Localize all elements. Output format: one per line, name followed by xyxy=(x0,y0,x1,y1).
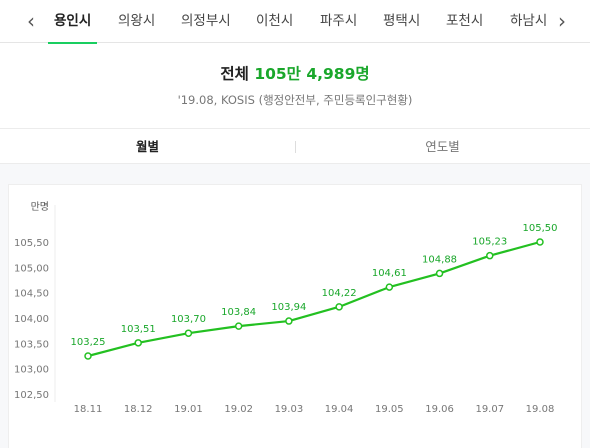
y-tick-label: 105,50 xyxy=(14,238,49,249)
data-source: '19.08, KOSIS (행정안전부, 주민등록인구현황) xyxy=(177,93,413,107)
y-tick-label: 103,00 xyxy=(14,365,49,376)
data-point[interactable] xyxy=(486,251,494,260)
data-point[interactable] xyxy=(536,238,544,246)
data-label: 103,84 xyxy=(221,307,256,318)
data-label: 105,23 xyxy=(472,237,507,248)
y-tick-label: 102,50 xyxy=(14,390,49,401)
x-tick-label: 19.08 xyxy=(526,404,555,415)
data-point[interactable] xyxy=(335,303,343,311)
x-tick-label: 19.06 xyxy=(425,404,454,415)
y-tick-label: 104,50 xyxy=(14,289,49,300)
chevron-right-icon[interactable]: › xyxy=(558,9,566,33)
toggle-yearly[interactable]: 연도별 xyxy=(425,139,460,154)
data-label: 104,88 xyxy=(422,254,457,265)
tab-3[interactable]: 의정부시 xyxy=(181,13,231,29)
x-tick-label: 19.04 xyxy=(325,404,354,415)
x-tick-label: 19.05 xyxy=(375,404,404,415)
tab-7[interactable]: 포천시 xyxy=(446,13,484,29)
x-tick-label: 18.11 xyxy=(74,404,103,415)
series-line xyxy=(87,240,541,358)
tab-8[interactable]: 하남시 xyxy=(510,13,548,29)
data-label: 103,51 xyxy=(121,324,156,335)
data-point[interactable] xyxy=(285,317,293,325)
data-point[interactable] xyxy=(435,269,444,278)
x-tick-label: 19.02 xyxy=(224,404,253,415)
data-point[interactable] xyxy=(84,352,92,360)
chart-card: 만명 102,50 103,00 103,50 104,00 104,50 105,00 10… xyxy=(8,184,582,448)
data-label: 104,22 xyxy=(322,288,357,299)
data-label: 103,94 xyxy=(271,302,306,313)
data-point[interactable] xyxy=(184,329,193,337)
chevron-left-icon[interactable]: ‹ xyxy=(27,9,35,33)
y-tick-label: 104,00 xyxy=(14,314,49,325)
data-label: 105,50 xyxy=(523,223,558,234)
region-tab-bar: ‹ 용인시 의왕시 의정부시 이천시 파주시 평택시 포천시 하남시 › xyxy=(0,0,590,44)
tab-6[interactable]: 평택시 xyxy=(383,13,421,29)
y-unit-label: 만명 xyxy=(31,201,49,213)
data-label: 104,61 xyxy=(372,268,407,279)
toggle-monthly[interactable]: 월별 xyxy=(135,139,159,154)
chart-area: 만명 102,50 103,00 103,50 104,00 104,50 105,00 10… xyxy=(0,164,590,448)
x-tick-label: 19.03 xyxy=(275,404,304,415)
summary-value: 105만 4,989명 xyxy=(254,65,370,83)
data-label: 103,25 xyxy=(71,337,106,348)
y-tick-label: 103,50 xyxy=(14,339,49,350)
population-line-chart: 만명 102,50 103,00 103,50 104,00 104,50 105,00 10… xyxy=(14,201,558,415)
tab-2[interactable]: 의왕시 xyxy=(118,13,156,29)
summary-label: 전체 xyxy=(220,65,249,83)
data-point[interactable] xyxy=(234,322,243,330)
toggle-divider xyxy=(295,141,296,153)
tab-4[interactable]: 이천시 xyxy=(256,13,294,29)
data-point[interactable] xyxy=(385,283,394,291)
data-point[interactable] xyxy=(134,339,142,347)
tab-5[interactable]: 파주시 xyxy=(320,13,358,29)
x-tick-label: 19.01 xyxy=(174,404,203,415)
population-summary: 전체 105만 4,989명 xyxy=(0,62,590,84)
period-toggle: 월별 연도별 xyxy=(0,128,590,164)
x-tick-label: 18.12 xyxy=(124,404,153,415)
tab-1[interactable]: 용인시 xyxy=(47,0,98,44)
data-label: 103,70 xyxy=(171,314,206,325)
y-tick-label: 105,00 xyxy=(14,263,49,274)
x-tick-label: 19.07 xyxy=(475,404,504,415)
